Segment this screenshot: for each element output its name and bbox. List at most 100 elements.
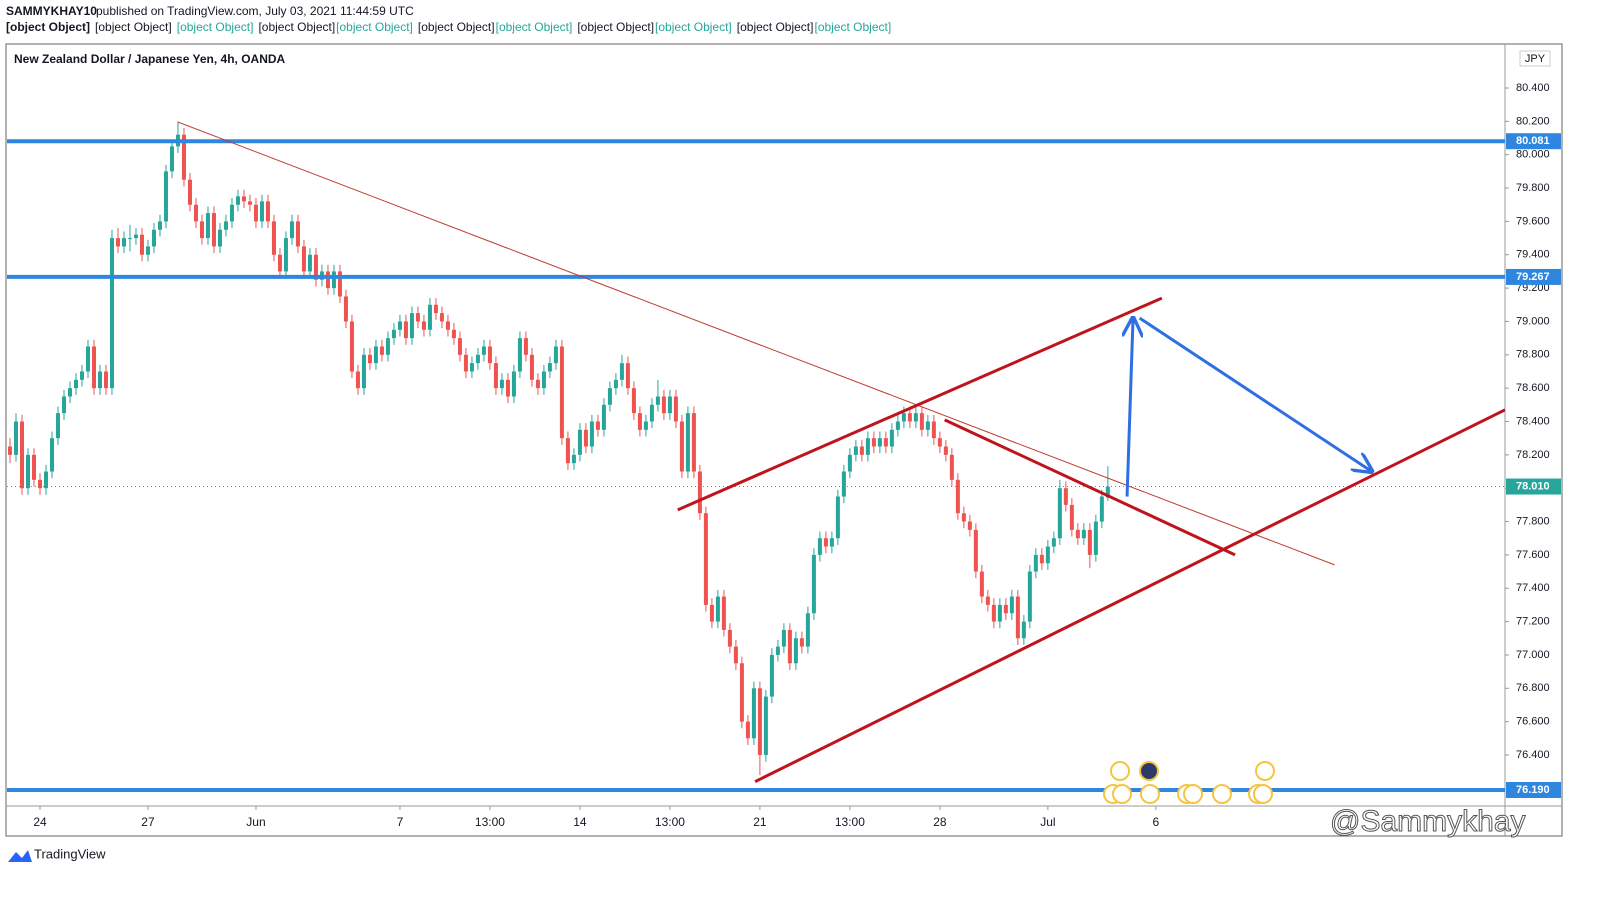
candle-body bbox=[499, 379, 504, 389]
candle-body bbox=[157, 221, 162, 230]
candle-body bbox=[481, 346, 486, 355]
x-tick-label: 13:00 bbox=[655, 815, 685, 829]
candle-body bbox=[703, 513, 708, 605]
candle-body bbox=[295, 221, 300, 247]
candle-body bbox=[55, 413, 60, 439]
quote-part: [object Object] bbox=[418, 20, 495, 34]
candle-body bbox=[241, 196, 246, 202]
candle-body bbox=[133, 234, 138, 239]
candle-body bbox=[613, 379, 618, 389]
candle-body bbox=[127, 238, 132, 240]
candle-body bbox=[931, 421, 936, 439]
price-line-label: 79.267 bbox=[1516, 271, 1550, 283]
candle-body bbox=[217, 229, 222, 247]
candle-body bbox=[1099, 496, 1104, 522]
candle-body bbox=[1063, 488, 1068, 505]
candle-body bbox=[19, 421, 24, 489]
y-tick-label: 78.400 bbox=[1516, 415, 1550, 427]
candle-body bbox=[85, 346, 90, 372]
y-tick-label: 77.400 bbox=[1516, 582, 1550, 594]
y-tick-label: 77.800 bbox=[1516, 515, 1550, 527]
candle-body bbox=[73, 379, 78, 389]
candle-body bbox=[277, 254, 282, 272]
candle-body bbox=[565, 438, 570, 464]
candle-body bbox=[181, 134, 186, 180]
quote-part: [object Object] bbox=[258, 20, 335, 34]
candle-body bbox=[1033, 554, 1038, 572]
candle-body bbox=[331, 271, 336, 289]
candle-body bbox=[397, 321, 402, 330]
candle-body bbox=[877, 438, 882, 447]
candle-body bbox=[103, 371, 108, 389]
y-tick-label: 80.200 bbox=[1516, 115, 1550, 127]
candle-body bbox=[907, 413, 912, 422]
x-tick-label: 27 bbox=[141, 815, 155, 829]
quote-part: [object Object] bbox=[6, 20, 90, 34]
candle-body bbox=[1027, 571, 1032, 622]
candle-body bbox=[691, 413, 696, 472]
candle-body bbox=[937, 438, 942, 447]
trendline bbox=[177, 121, 1335, 566]
candle-body bbox=[943, 446, 948, 455]
candle-body bbox=[895, 421, 900, 430]
x-tick-label: 13:00 bbox=[475, 815, 505, 829]
candle-body bbox=[37, 479, 42, 489]
candle-body bbox=[961, 513, 966, 522]
candle-body bbox=[787, 629, 792, 664]
candle-body bbox=[211, 213, 216, 247]
candle-body bbox=[427, 304, 432, 330]
candle-body bbox=[829, 538, 834, 547]
candle-body bbox=[265, 201, 270, 222]
candle-body bbox=[607, 388, 612, 405]
candle-body bbox=[1015, 596, 1020, 639]
candle-body bbox=[91, 346, 96, 389]
candle-body bbox=[625, 363, 630, 389]
candle-body bbox=[67, 388, 72, 397]
candle-body bbox=[619, 363, 624, 380]
candle-body bbox=[463, 354, 468, 372]
candle-body bbox=[229, 204, 234, 222]
trendline bbox=[944, 418, 1236, 557]
price-line-tag bbox=[1506, 133, 1561, 150]
candle-body bbox=[7, 446, 12, 455]
y-tick-label: 76.800 bbox=[1516, 682, 1550, 694]
candle-body bbox=[889, 429, 894, 447]
x-tick-label: 6 bbox=[1153, 815, 1160, 829]
candle-body bbox=[421, 321, 426, 330]
price-line-tag bbox=[1506, 781, 1561, 798]
trendline bbox=[1127, 318, 1133, 497]
candle-body bbox=[601, 404, 606, 430]
quote-part: [object Object] bbox=[336, 20, 413, 34]
quote-line: [object Object] [object Object] [object Ob… bbox=[6, 20, 891, 34]
x-tick-label: 7 bbox=[397, 815, 404, 829]
candle-body bbox=[925, 421, 930, 430]
candle-body bbox=[337, 271, 342, 297]
candle-body bbox=[49, 438, 54, 472]
candle-body bbox=[1087, 529, 1092, 555]
candle-body bbox=[505, 379, 510, 397]
candle-body bbox=[643, 421, 648, 430]
candle-body bbox=[715, 596, 720, 622]
candle-body bbox=[313, 254, 318, 280]
candle-body bbox=[973, 529, 978, 572]
candle-body bbox=[541, 371, 546, 389]
candle-body bbox=[367, 354, 372, 364]
candle-body bbox=[379, 346, 384, 355]
y-tick-label: 78.600 bbox=[1516, 382, 1550, 394]
y-tick-label: 79.600 bbox=[1516, 215, 1550, 227]
candle-body bbox=[871, 438, 876, 447]
candle-body bbox=[169, 146, 174, 172]
candle-body bbox=[373, 346, 378, 364]
candle-body bbox=[511, 371, 516, 397]
plot bbox=[7, 121, 1505, 792]
candle-body bbox=[709, 604, 714, 622]
candle-body bbox=[793, 638, 798, 664]
y-tick-label: 77.600 bbox=[1516, 549, 1550, 561]
candle-body bbox=[733, 646, 738, 664]
y-tick-label: 80.400 bbox=[1516, 82, 1550, 94]
candle-body bbox=[151, 229, 156, 247]
x-tick-label: 24 bbox=[33, 815, 47, 829]
quote-part: [object Object] bbox=[737, 20, 814, 34]
candle-body bbox=[259, 201, 264, 222]
